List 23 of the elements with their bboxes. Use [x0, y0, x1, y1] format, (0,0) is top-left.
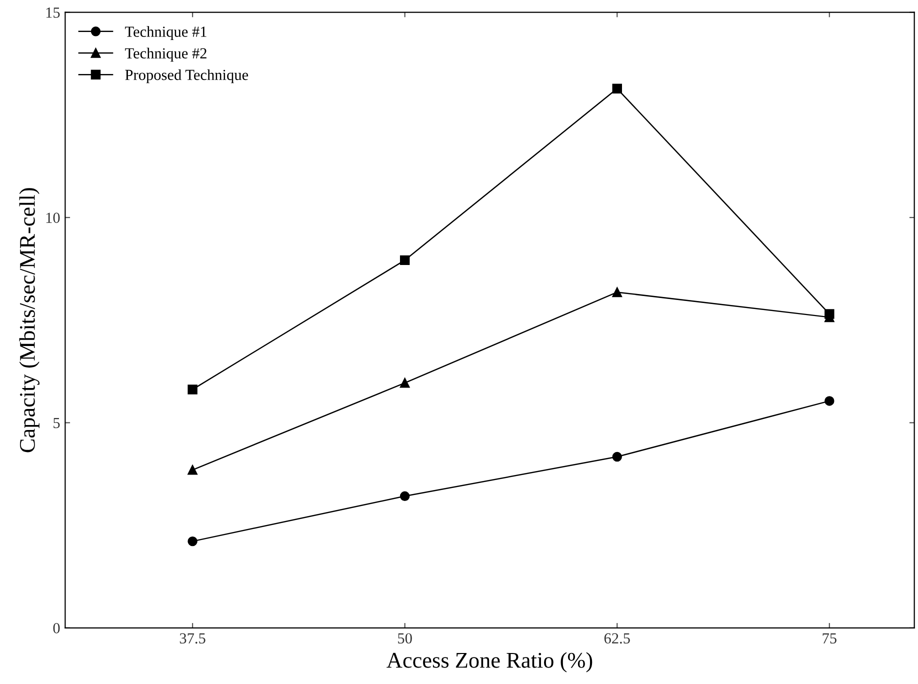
legend-label: Technique #1: [125, 26, 206, 40]
x-tick-label: 62.5: [604, 633, 630, 644]
point: [188, 536, 198, 546]
x-axis-title: Access Zone Ratio (%): [386, 652, 592, 672]
y-tick-label: 15: [46, 8, 60, 18]
x-tick-label: 75: [822, 633, 836, 644]
y-tick-label: 0: [53, 623, 60, 634]
y-axis-title: Capacity (Mbits/sec/MR-cell): [19, 188, 40, 452]
point: [188, 465, 198, 475]
point: [824, 396, 834, 406]
x-tick-label: 50: [398, 633, 412, 644]
y-tick-label: 5: [54, 418, 60, 428]
y-tick-label: 10: [46, 212, 60, 223]
x-tick-label: 37.5: [180, 633, 206, 644]
point: [400, 378, 410, 388]
point: [188, 384, 198, 394]
point: [400, 255, 410, 266]
point: [612, 452, 622, 462]
point: [612, 84, 622, 94]
legend-label: Technique #2: [125, 48, 206, 62]
legend-label: Proposed Technique: [125, 69, 248, 84]
point: [612, 287, 622, 298]
point: [400, 491, 410, 502]
